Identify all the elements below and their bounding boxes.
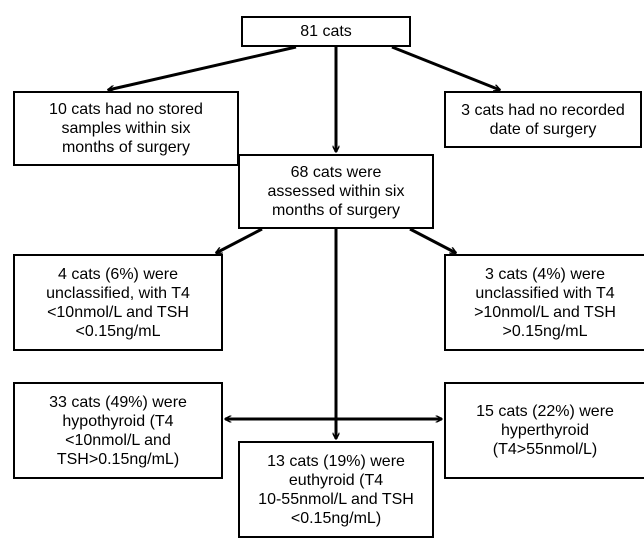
node-euthyroid-text: 13 cats (19%) were euthyroid (T4 10-55nm…	[258, 452, 414, 527]
node-assessed-text: 68 cats were assessed within six months …	[267, 164, 405, 219]
node-assessed: 68 cats were assessed within six months …	[238, 154, 434, 229]
node-hypothyroid-text: 33 cats (49%) were hypothyroid (T4 <10nm…	[49, 393, 187, 468]
node-hyperthyroid: 15 cats (22%) were hyperthyroid (T4>55nm…	[444, 382, 644, 479]
node-unclassified-low: 4 cats (6%) were unclassified, with T4 <…	[13, 254, 223, 351]
node-total-cats-text: 81 cats	[300, 23, 352, 40]
arrow-assessed-to-unclassified-low	[216, 227, 263, 255]
node-euthyroid: 13 cats (19%) were euthyroid (T4 10-55nm…	[238, 441, 434, 538]
node-no-stored-samples: 10 cats had no stored samples within six…	[13, 91, 239, 166]
node-no-recorded-date: 3 cats had no recorded date of surgery	[444, 91, 642, 148]
node-hypothyroid: 33 cats (49%) were hypothyroid (T4 <10nm…	[13, 382, 223, 479]
node-no-stored-samples-text: 10 cats had no stored samples within six…	[49, 101, 203, 156]
node-unclassified-high-text: 3 cats (4%) were unclassified with T4 >1…	[474, 265, 616, 340]
node-unclassified-low-text: 4 cats (6%) were unclassified, with T4 <…	[46, 265, 190, 340]
node-hyperthyroid-text: 15 cats (22%) were hyperthyroid (T4>55nm…	[476, 403, 614, 458]
node-no-recorded-date-text: 3 cats had no recorded date of surgery	[461, 101, 625, 138]
arrow-assessed-to-unclassified-high	[409, 227, 456, 255]
arrow-total-to-no-stored	[108, 45, 297, 90]
node-unclassified-high: 3 cats (4%) were unclassified with T4 >1…	[444, 254, 644, 351]
arrow-total-to-no-date	[391, 45, 500, 90]
node-total-cats: 81 cats	[241, 16, 411, 47]
